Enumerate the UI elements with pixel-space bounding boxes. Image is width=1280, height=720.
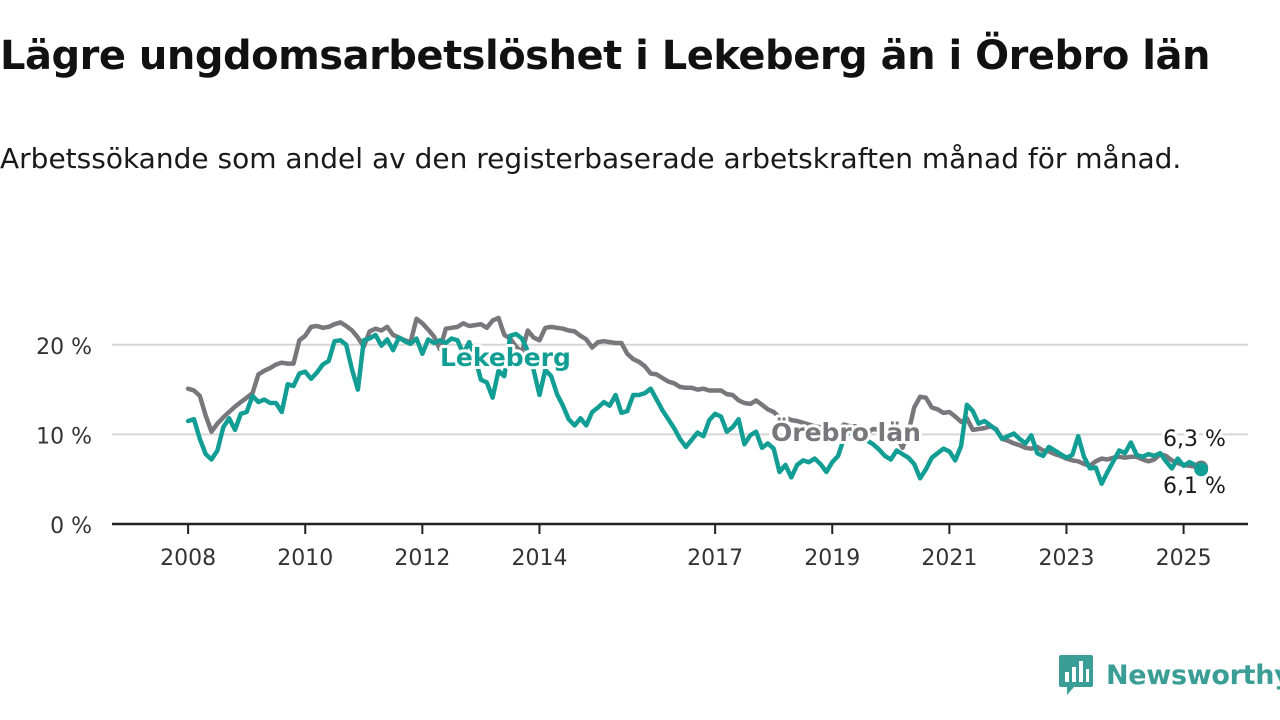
x-tick-label: 2010 xyxy=(277,546,333,571)
y-tick-label: 0 % xyxy=(50,514,92,539)
x-tick-label: 2025 xyxy=(1156,546,1212,571)
y-tick-label: 10 % xyxy=(36,424,92,449)
y-tick-label: 20 % xyxy=(36,335,92,360)
chart-title: Lägre ungdomsarbetslöshet i Lekeberg än … xyxy=(0,33,1210,79)
series-line-lekeberg xyxy=(185,331,1204,486)
newsworthy-brand: Newsworthy xyxy=(1058,654,1280,696)
chart-subtitle: Arbetssökande som andel av den registerb… xyxy=(0,142,1182,175)
x-axis: 2008 2010 2012 2014 2017 2019 2021 2023 2025 xyxy=(112,522,1248,571)
x-tick-label: 2012 xyxy=(394,546,450,571)
newsworthy-chart-logo-icon xyxy=(1059,655,1093,695)
series-label-orebro-lan: Örebro län xyxy=(771,417,921,447)
x-tick-label: 2017 xyxy=(687,546,743,571)
series-lines xyxy=(185,315,1204,486)
series-label-lekeberg: Lekeberg xyxy=(440,343,571,372)
brand-name: Newsworthy xyxy=(1106,659,1280,691)
series-line-orebro-lan xyxy=(185,315,1204,470)
end-value-label-orebro-lan: 6,3 % xyxy=(1163,427,1226,452)
x-tick-label: 2021 xyxy=(921,546,977,571)
endpoint-dot-lekeberg xyxy=(1194,462,1209,477)
gridlines xyxy=(112,343,1248,436)
end-value-label-lekeberg: 6,1 % xyxy=(1163,474,1226,499)
y-axis-tick-labels: 0 % 10 % 20 % xyxy=(36,335,92,539)
x-tick-label: 2008 xyxy=(160,546,216,571)
series-labels: Lekeberg Örebro län 6,3 % 6,1 % xyxy=(437,340,1229,502)
x-tick-label: 2019 xyxy=(804,546,860,571)
x-tick-label: 2023 xyxy=(1038,546,1094,571)
x-tick-label: 2014 xyxy=(511,546,567,571)
